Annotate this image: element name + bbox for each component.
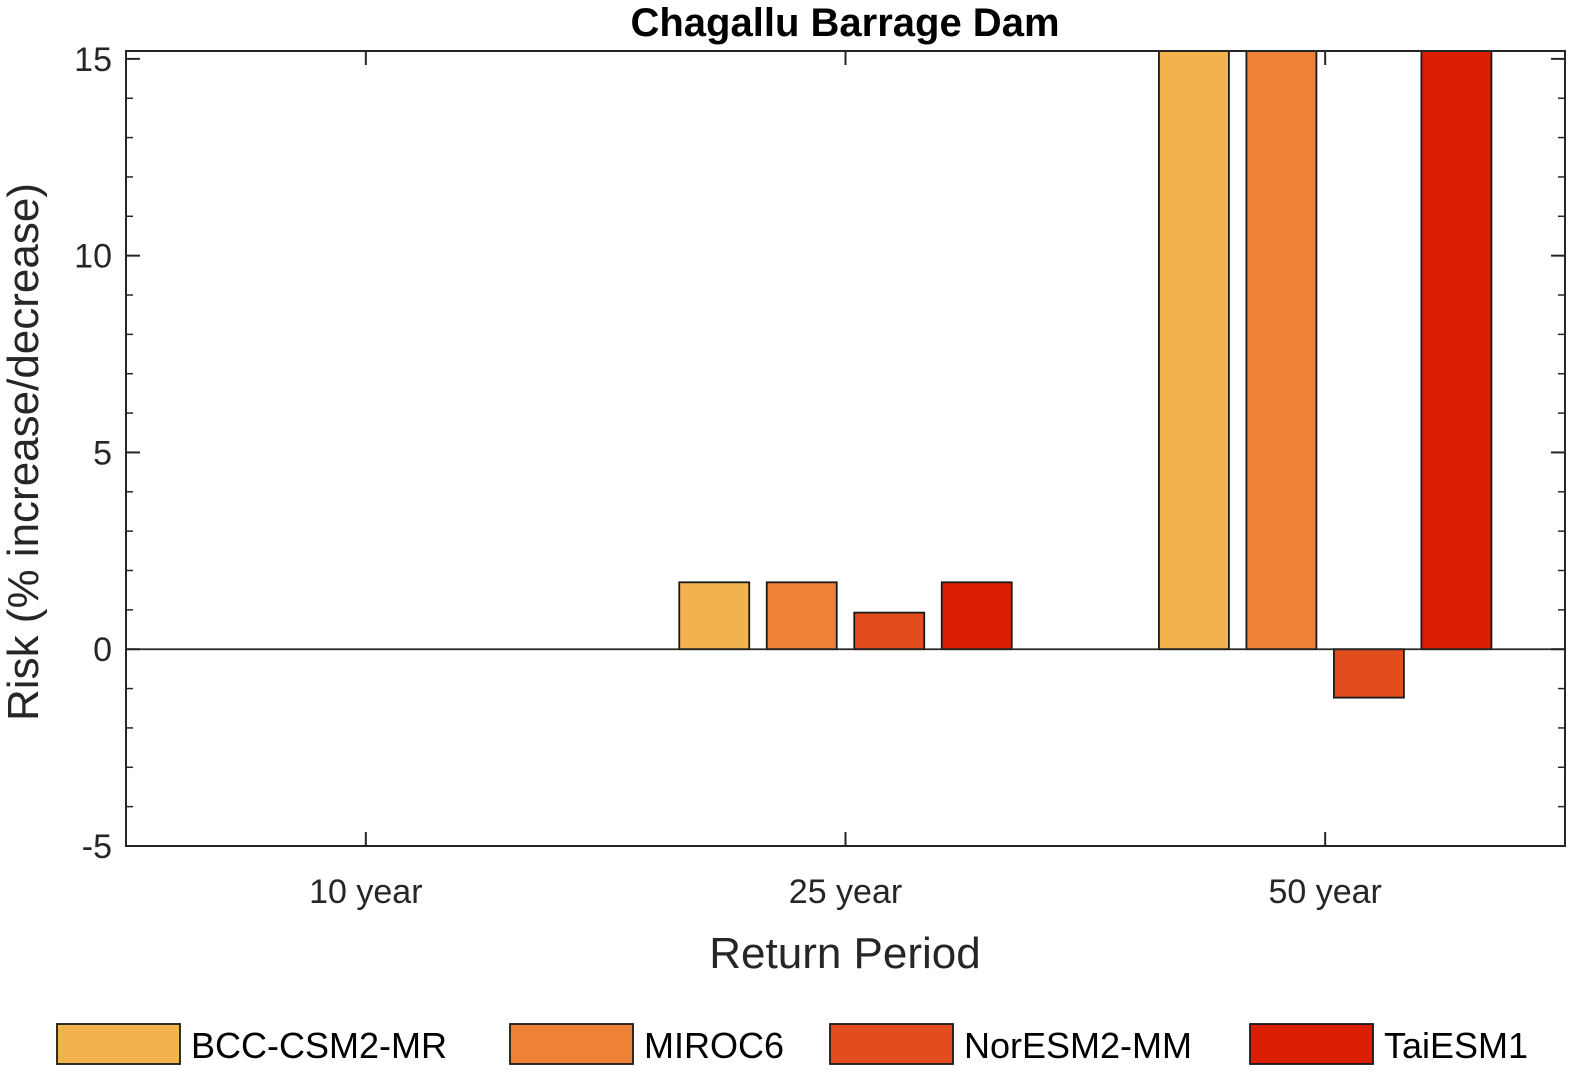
bar-bcc-csm2-mr-50-year <box>1158 50 1230 651</box>
legend: BCC-CSM2-MR MIROC6 NorESM2-MM TaiESM1 <box>56 1023 1528 1066</box>
legend-swatch <box>56 1023 181 1065</box>
legend-label: NorESM2-MM <box>964 1025 1192 1066</box>
x-tick-label: 50 year <box>1268 873 1381 911</box>
y-axis-label: Risk (% increase/decrease) <box>0 183 48 721</box>
bar-noresm2-mm-50-year <box>1333 648 1405 699</box>
legend-item-miroc6: MIROC6 <box>509 1023 784 1066</box>
legend-item-noresm2-mm: NorESM2-MM <box>829 1023 1192 1066</box>
legend-label: MIROC6 <box>644 1025 784 1066</box>
legend-label: TaiESM1 <box>1384 1025 1528 1066</box>
y-tick-label: 10 <box>74 238 112 276</box>
y-tick-label: -5 <box>82 828 112 866</box>
legend-swatch <box>509 1023 634 1065</box>
y-tick-label: 15 <box>74 41 112 79</box>
bar-taiesm1-25-year <box>940 581 1013 651</box>
legend-swatch <box>829 1023 954 1065</box>
x-axis-label: Return Period <box>709 929 980 978</box>
bar-noresm2-mm-25-year <box>853 611 926 651</box>
x-tick-label: 25 year <box>789 873 902 911</box>
legend-swatch <box>1249 1023 1374 1065</box>
legend-item-bcc-csm2-mr: BCC-CSM2-MR <box>56 1023 447 1066</box>
y-tick-label: 0 <box>93 631 112 669</box>
axes-box <box>125 50 1566 847</box>
bar-miroc6-25-year <box>765 581 838 651</box>
x-tick-label: 10 year <box>309 873 422 911</box>
bar-taiesm1-50-year <box>1420 50 1493 651</box>
legend-label: BCC-CSM2-MR <box>191 1025 447 1066</box>
chart-title: Chagallu Barrage Dam <box>630 1 1059 45</box>
legend-item-taiesm1: TaiESM1 <box>1249 1023 1528 1066</box>
y-tick-label: 5 <box>93 434 112 472</box>
plot-area: -5 0 5 10 15 10 year 25 year 50 year <box>74 41 1566 911</box>
bar-miroc6-50-year <box>1245 50 1318 651</box>
bar-bcc-csm2-mr-25-year <box>678 581 751 651</box>
